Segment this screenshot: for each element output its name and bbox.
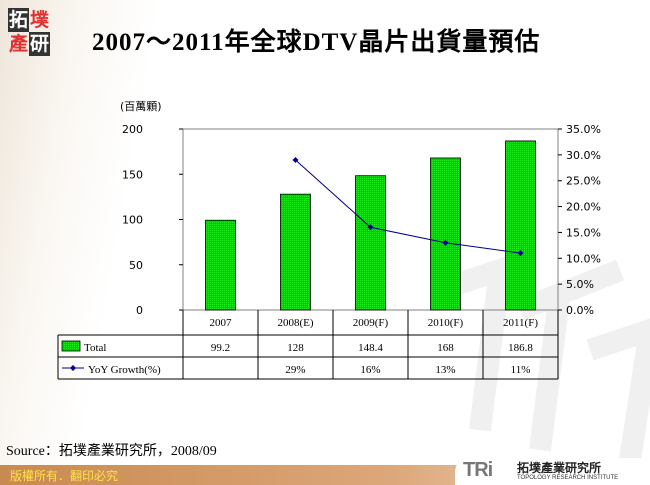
y-left-tick-label: 200	[122, 123, 143, 136]
category-label: 2007	[210, 317, 233, 329]
growth-point	[517, 250, 524, 257]
logo-char: 拓	[8, 8, 29, 32]
source-note: Source：拓墣產業研究所，2008/09	[6, 444, 217, 459]
legend-key-total	[61, 340, 81, 352]
company-logo: 拓 墣 產 研	[8, 6, 50, 56]
line-data-label: 29%	[285, 364, 305, 376]
tri-name-en: TOPOLOGY RESEARCH INSTITUTE	[517, 475, 619, 481]
bar	[355, 175, 386, 311]
tri-name-cn: 拓墣產業研究所	[517, 461, 602, 475]
y-right-tick-label: 35.0%	[566, 123, 601, 136]
growth-line	[295, 159, 521, 254]
y-right-tick-label: 20.0%	[566, 201, 601, 214]
line-data-label: 11%	[511, 364, 531, 376]
bar-data-label: 186.8	[508, 342, 533, 354]
growth-point	[442, 239, 449, 246]
line-data-label: 13%	[435, 364, 455, 376]
bar	[205, 219, 236, 311]
legend-label-growth: YoY Growth(%)	[88, 364, 161, 376]
category-label: 2009(F)	[353, 317, 389, 329]
y-right-tick-label: 30.0%	[566, 149, 601, 162]
legend-label-total: Total	[84, 342, 106, 354]
y-right-tick-label: 0.0%	[566, 304, 594, 317]
bar-data-label: 128	[287, 342, 304, 354]
bar-data-label: 148.4	[358, 342, 383, 354]
y-left-tick-label: 50	[129, 259, 143, 272]
logo-char: 研	[29, 32, 50, 56]
bar-data-label: 99.2	[211, 342, 230, 354]
tri-logo: TRi 拓墣產業研究所 TOPOLOGY RESEARCH INSTITUTE	[455, 458, 650, 485]
growth-point	[292, 157, 299, 164]
growth-point	[367, 224, 374, 231]
copyright-text: 版權所有．翻印必究	[10, 469, 119, 483]
logo-char: 墣	[29, 9, 49, 31]
y-right-tick-label: 10.0%	[566, 252, 601, 265]
page-title: 2007～2011年全球DTV晶片出貨量預估	[92, 29, 541, 56]
y-left-tick-label: 0	[136, 304, 143, 317]
y-left-tick-label: 100	[122, 214, 143, 227]
bar	[280, 193, 311, 311]
legend-key-growth-marker	[70, 365, 76, 371]
category-label: 2011(F)	[503, 317, 538, 329]
line-data-label: 16%	[360, 364, 380, 376]
y-axis-unit-label: (百萬顆)	[120, 100, 162, 113]
bar	[430, 157, 461, 311]
y-right-tick-label: 15.0%	[566, 226, 601, 239]
category-label: 2008(E)	[277, 317, 313, 329]
bar	[505, 140, 536, 311]
y-left-tick-label: 150	[122, 168, 143, 181]
y-right-tick-label: 25.0%	[566, 175, 601, 188]
bar-data-label: 168	[437, 342, 454, 354]
y-right-tick-label: 5.0%	[566, 278, 594, 291]
logo-char: 產	[8, 33, 28, 55]
watermark	[436, 254, 650, 462]
category-label: 2010(F)	[428, 317, 464, 329]
chart: (百萬顆) 0 50 100 150 200 0.0% 5.0% 10.0% 15.0% 20.0…	[57, 100, 601, 380]
tri-mark: TRi	[463, 459, 493, 481]
